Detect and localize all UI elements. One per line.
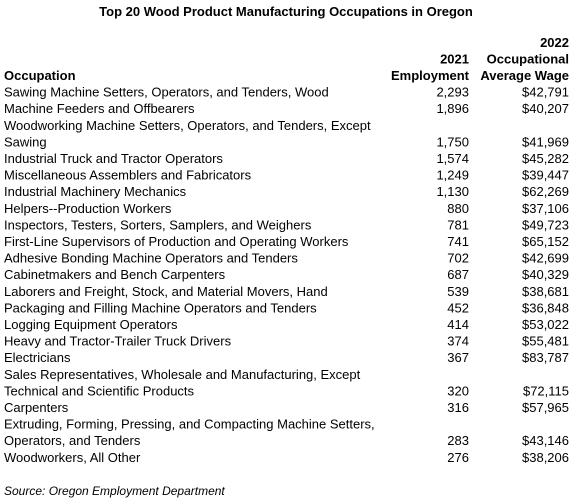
occupation: Heavy and Tractor-Trailer Truck Drivers — [4, 334, 232, 349]
wage: $42,699 — [522, 251, 569, 266]
employment: 1,750 — [436, 134, 469, 149]
column-header: Occupational — [487, 51, 569, 66]
wage: $40,329 — [522, 267, 569, 282]
employment: 1,574 — [436, 151, 469, 166]
occupation: Woodworking Machine Setters, Operators, … — [4, 118, 371, 133]
employment: 452 — [447, 300, 469, 315]
wage: $49,723 — [522, 217, 569, 232]
column-header: Employment — [391, 68, 470, 83]
employment: 1,896 — [436, 101, 469, 116]
column-header: 2022 — [540, 35, 569, 50]
employment: 687 — [447, 267, 469, 282]
occupation: Miscellaneous Assemblers and Fabricators — [4, 168, 252, 183]
wage: $36,848 — [522, 300, 569, 315]
employment: 367 — [447, 350, 469, 365]
wage: $62,269 — [522, 184, 569, 199]
employment: 702 — [447, 251, 469, 266]
wage: $41,969 — [522, 134, 569, 149]
occupation: Extruding, Forming, Pressing, and Compac… — [4, 417, 375, 432]
occupation: Inspectors, Testers, Sorters, Samplers, … — [4, 217, 312, 232]
occupation: Packaging and Filling Machine Operators … — [4, 300, 317, 315]
wage: $37,106 — [522, 201, 569, 216]
wage: $72,115 — [523, 383, 569, 398]
occupation: Industrial Machinery Mechanics — [4, 184, 187, 199]
wage: $55,481 — [522, 334, 569, 349]
occupation: Logging Equipment Operators — [4, 317, 178, 332]
occupation: Woodworkers, All Other — [4, 450, 141, 465]
employment: 414 — [447, 317, 469, 332]
occupation: Adhesive Bonding Machine Operators and T… — [4, 251, 298, 266]
occupation: Laborers and Freight, Stock, and Materia… — [4, 284, 328, 299]
wage: $53,022 — [522, 317, 569, 332]
wage: $38,681 — [522, 284, 569, 299]
wage: $83,787 — [522, 350, 569, 365]
employment: 320 — [447, 383, 469, 398]
occupation: First-Line Supervisors of Production and… — [4, 234, 349, 249]
employment: 316 — [447, 400, 469, 415]
employment: 1,130 — [436, 184, 469, 199]
wage: $43,146 — [522, 433, 569, 448]
wage: $40,207 — [522, 101, 569, 116]
occupation: Sales Representatives, Wholesale and Man… — [4, 367, 361, 382]
wage: $42,791 — [522, 85, 569, 100]
employment: 539 — [447, 284, 469, 299]
employment: 2,293 — [436, 85, 469, 100]
wage: $45,282 — [522, 151, 569, 166]
column-header: Average Wage — [480, 68, 569, 83]
title: Top 20 Wood Product Manufacturing Occupa… — [99, 4, 473, 19]
source: Source: Oregon Employment Department — [4, 484, 225, 498]
wage: $57,965 — [522, 400, 569, 415]
occupation: Sawing Machine Setters, Operators, and T… — [4, 85, 329, 100]
occupation: Sawing — [4, 134, 47, 149]
employment: 781 — [447, 217, 469, 232]
occupation: Cabinetmakers and Bench Carpenters — [4, 267, 226, 282]
employment: 283 — [447, 433, 469, 448]
employment: 1,249 — [436, 168, 469, 183]
employment: 374 — [447, 334, 469, 349]
wage: $39,447 — [522, 168, 569, 183]
occupation: Industrial Truck and Tractor Operators — [4, 151, 223, 166]
column-header: 2021 — [440, 51, 469, 66]
occupation: Carpenters — [4, 400, 69, 415]
wage: $38,206 — [522, 450, 569, 465]
wage: $65,152 — [522, 234, 569, 249]
occupation: Machine Feeders and Offbearers — [4, 101, 195, 116]
occupation: Technical and Scientific Products — [4, 383, 195, 398]
employment: 276 — [447, 450, 469, 465]
column-header: Occupation — [4, 68, 76, 83]
occupation: Operators, and Tenders — [4, 433, 141, 448]
employment: 880 — [447, 201, 469, 216]
employment: 741 — [447, 234, 469, 249]
occupation: Helpers--Production Workers — [4, 201, 172, 216]
occupation: Electricians — [4, 350, 71, 365]
